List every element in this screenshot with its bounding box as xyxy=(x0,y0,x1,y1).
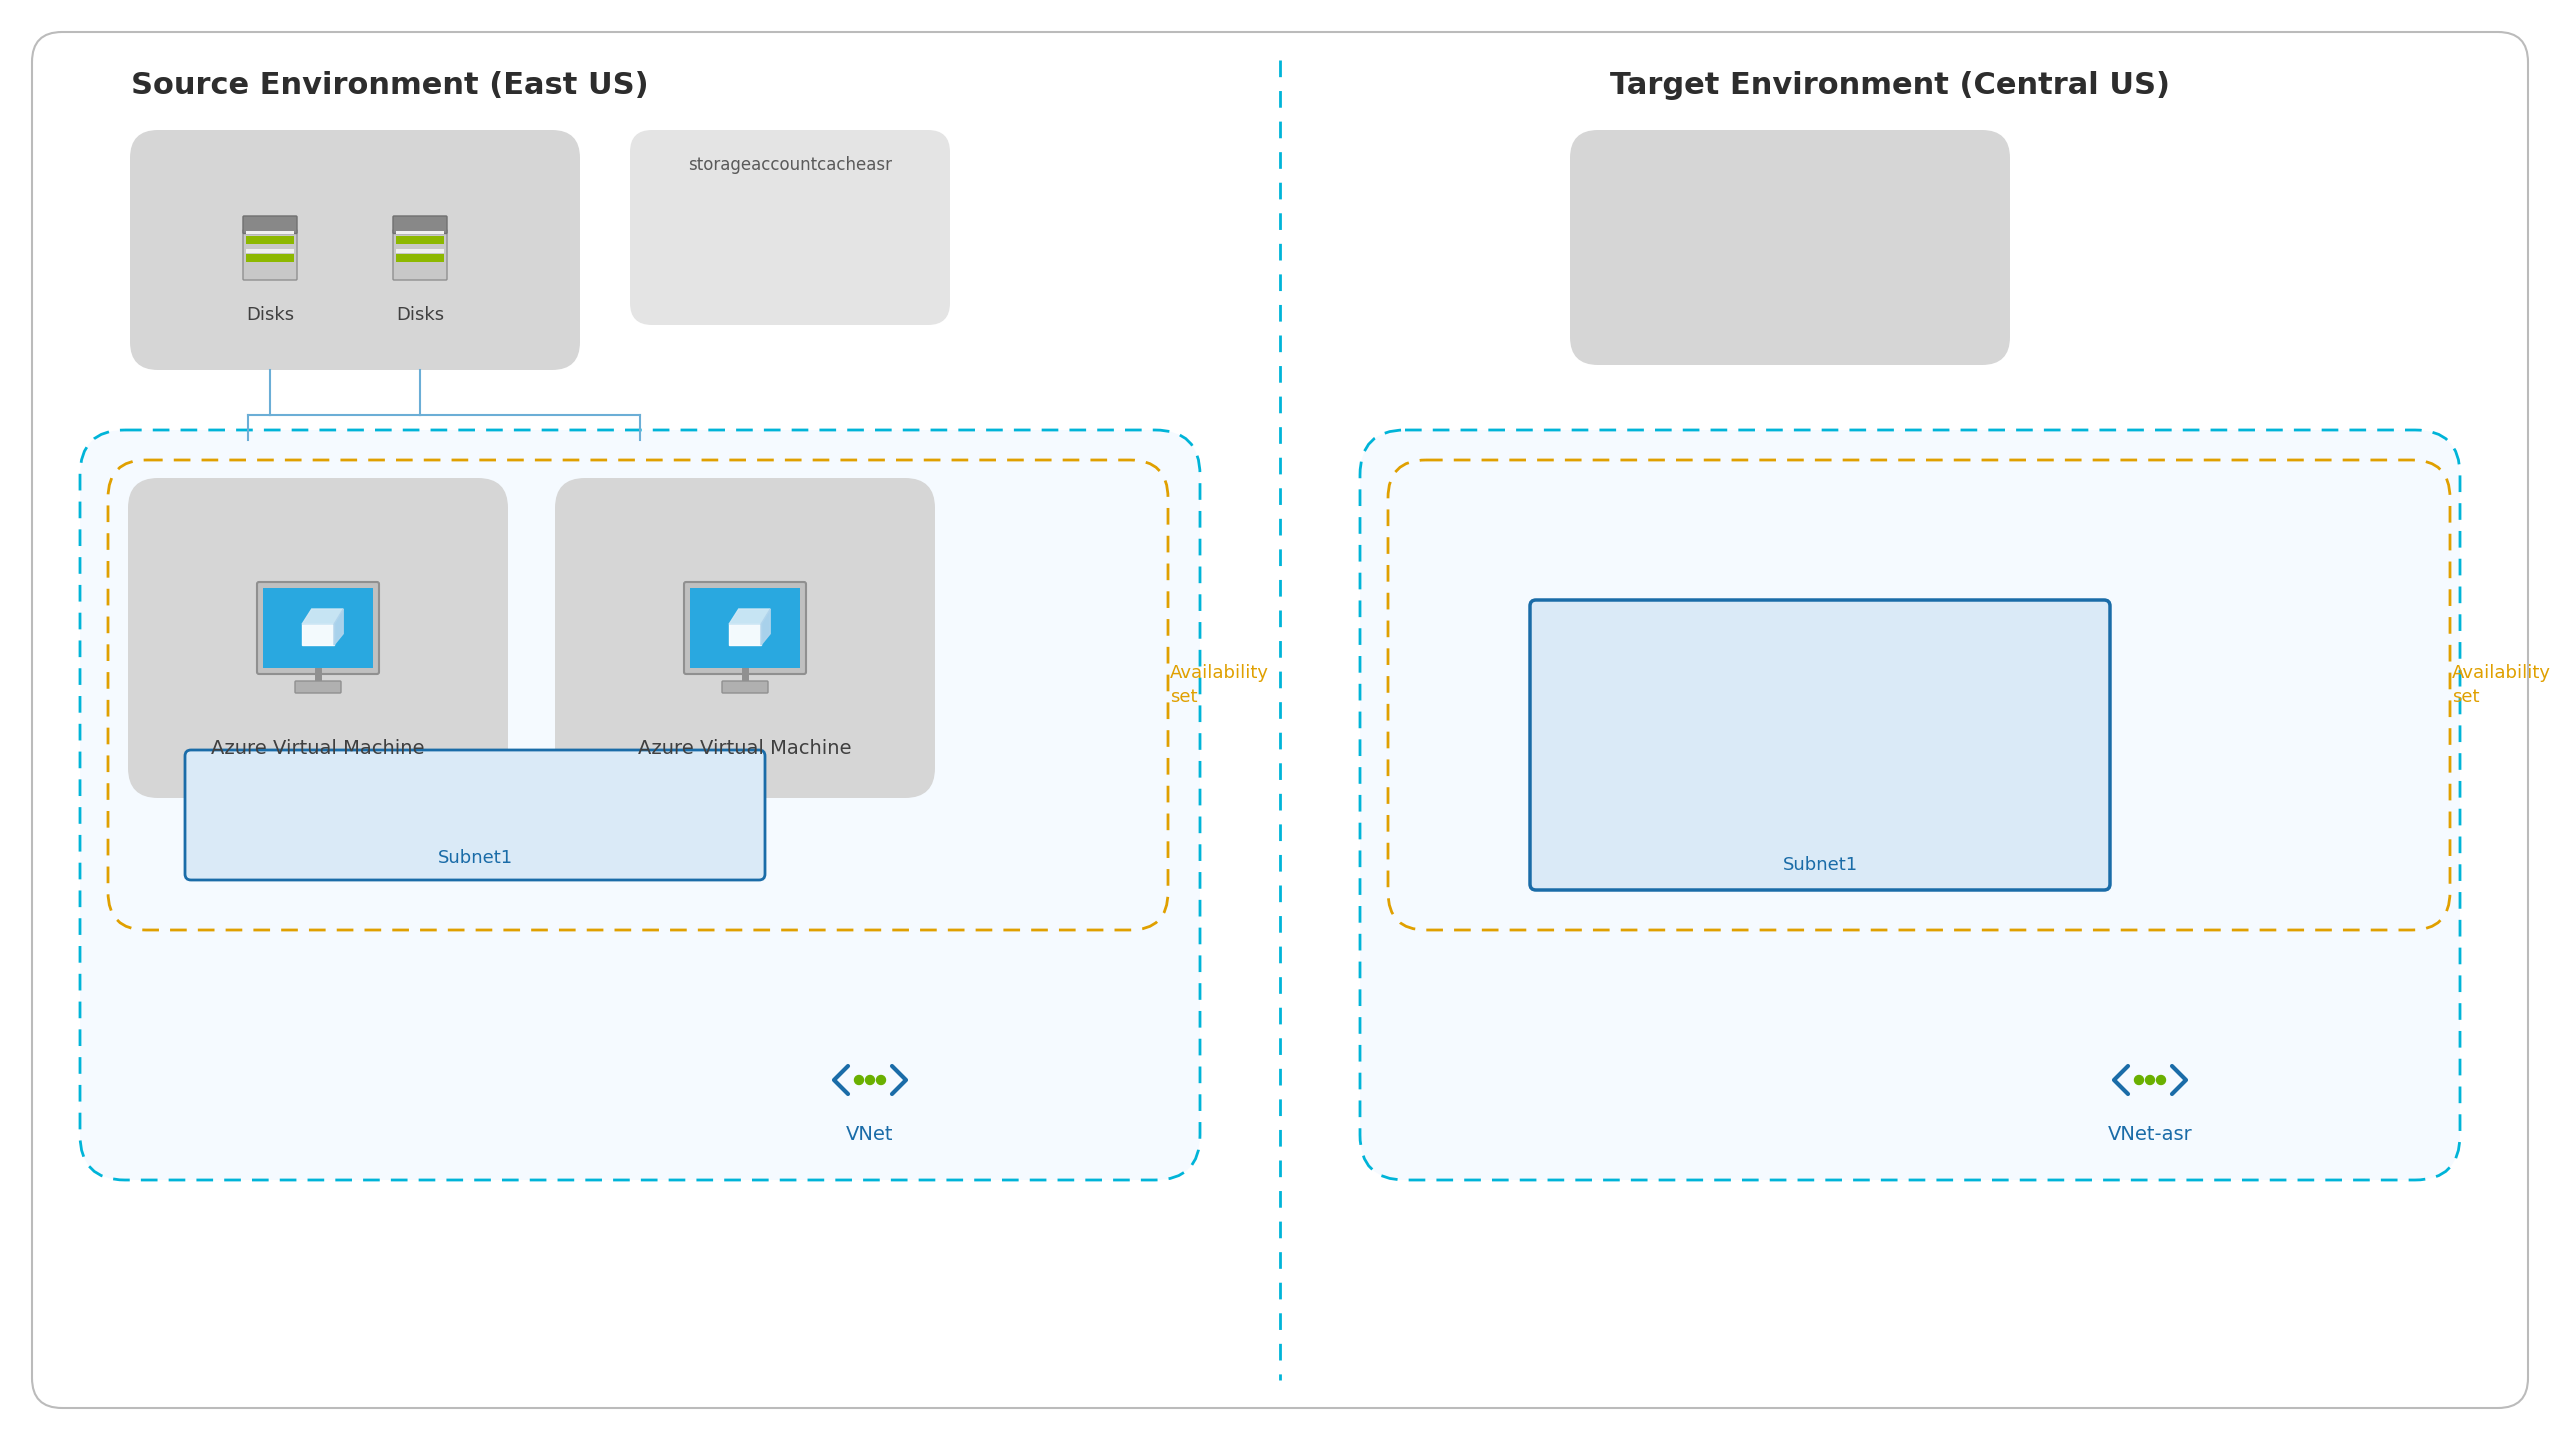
FancyBboxPatch shape xyxy=(264,588,374,668)
Bar xyxy=(246,230,294,235)
FancyBboxPatch shape xyxy=(722,681,768,693)
Bar xyxy=(246,249,294,253)
Bar xyxy=(397,236,443,243)
FancyBboxPatch shape xyxy=(684,582,806,674)
FancyBboxPatch shape xyxy=(630,130,950,325)
Text: Azure Virtual Machine: Azure Virtual Machine xyxy=(212,739,425,757)
FancyBboxPatch shape xyxy=(243,229,297,279)
Text: Availability
set: Availability set xyxy=(2452,664,2550,707)
Text: VNet-asr: VNet-asr xyxy=(2107,1126,2191,1145)
Circle shape xyxy=(2156,1076,2166,1084)
FancyBboxPatch shape xyxy=(1569,130,2010,364)
Circle shape xyxy=(2135,1076,2143,1084)
Text: storageaccountcacheasr: storageaccountcacheasr xyxy=(689,156,891,174)
Text: Azure Virtual Machine: Azure Virtual Machine xyxy=(637,739,852,757)
FancyBboxPatch shape xyxy=(184,750,765,880)
Bar xyxy=(397,249,443,253)
Text: Target Environment (Central US): Target Environment (Central US) xyxy=(1610,71,2171,99)
FancyBboxPatch shape xyxy=(394,216,448,233)
Text: Availability
set: Availability set xyxy=(1170,664,1270,707)
Polygon shape xyxy=(760,609,771,645)
Bar xyxy=(246,236,294,243)
Polygon shape xyxy=(302,624,333,645)
FancyBboxPatch shape xyxy=(31,32,2529,1408)
Text: Subnet1: Subnet1 xyxy=(438,850,512,867)
Text: Subnet1: Subnet1 xyxy=(1782,855,1859,874)
FancyBboxPatch shape xyxy=(1531,600,2109,890)
FancyBboxPatch shape xyxy=(556,478,934,798)
Text: Disks: Disks xyxy=(397,307,443,324)
Circle shape xyxy=(876,1076,886,1084)
Text: Disks: Disks xyxy=(246,307,294,324)
Polygon shape xyxy=(333,609,343,645)
Bar xyxy=(397,255,443,262)
Polygon shape xyxy=(730,609,771,624)
Bar xyxy=(246,255,294,262)
Circle shape xyxy=(2145,1076,2156,1084)
Polygon shape xyxy=(730,624,760,645)
FancyBboxPatch shape xyxy=(691,588,799,668)
FancyBboxPatch shape xyxy=(394,229,448,279)
FancyBboxPatch shape xyxy=(79,431,1201,1179)
Text: Source Environment (East US): Source Environment (East US) xyxy=(131,71,648,99)
FancyBboxPatch shape xyxy=(131,130,581,370)
Polygon shape xyxy=(302,609,343,624)
FancyBboxPatch shape xyxy=(294,681,340,693)
FancyBboxPatch shape xyxy=(256,582,379,674)
Circle shape xyxy=(855,1076,863,1084)
Text: VNet: VNet xyxy=(847,1126,893,1145)
FancyBboxPatch shape xyxy=(1359,431,2460,1179)
Circle shape xyxy=(865,1076,876,1084)
Bar xyxy=(397,230,443,235)
FancyBboxPatch shape xyxy=(243,216,297,233)
FancyBboxPatch shape xyxy=(128,478,507,798)
